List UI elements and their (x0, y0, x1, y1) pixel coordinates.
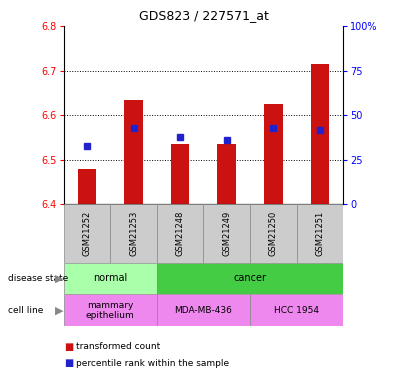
Text: GSM21248: GSM21248 (175, 211, 185, 256)
Bar (124, 100, 143, 204)
Text: MDA-MB-436: MDA-MB-436 (175, 306, 232, 315)
Bar (264, 104, 283, 204)
Bar (171, 144, 189, 204)
Bar (250, 294, 343, 326)
Bar (157, 204, 203, 262)
Text: GSM21252: GSM21252 (83, 211, 92, 256)
Text: percentile rank within the sample: percentile rank within the sample (76, 358, 229, 368)
Bar (297, 204, 343, 262)
Bar (78, 169, 96, 204)
Text: ▶: ▶ (55, 273, 64, 284)
Text: GSM21253: GSM21253 (129, 211, 138, 256)
Bar (110, 204, 157, 262)
Bar (64, 204, 110, 262)
Bar (157, 294, 250, 326)
Bar (217, 144, 236, 204)
Text: ▶: ▶ (55, 305, 64, 315)
Text: disease state: disease state (8, 274, 69, 283)
Text: cell line: cell line (8, 306, 44, 315)
Bar (311, 64, 329, 204)
Text: GSM21249: GSM21249 (222, 211, 231, 256)
Text: HCC 1954: HCC 1954 (274, 306, 319, 315)
Bar (64, 294, 157, 326)
Text: GSM21250: GSM21250 (269, 211, 278, 256)
Bar (157, 262, 343, 294)
Text: mammary
epithelium: mammary epithelium (86, 301, 135, 320)
Bar (64, 262, 157, 294)
Bar (203, 204, 250, 262)
Text: ■: ■ (64, 342, 73, 352)
Text: ■: ■ (64, 358, 73, 368)
Bar (250, 204, 297, 262)
Title: GDS823 / 227571_at: GDS823 / 227571_at (139, 9, 268, 22)
Text: cancer: cancer (233, 273, 266, 284)
Text: GSM21251: GSM21251 (315, 211, 324, 256)
Text: normal: normal (93, 273, 127, 284)
Text: transformed count: transformed count (76, 342, 160, 351)
